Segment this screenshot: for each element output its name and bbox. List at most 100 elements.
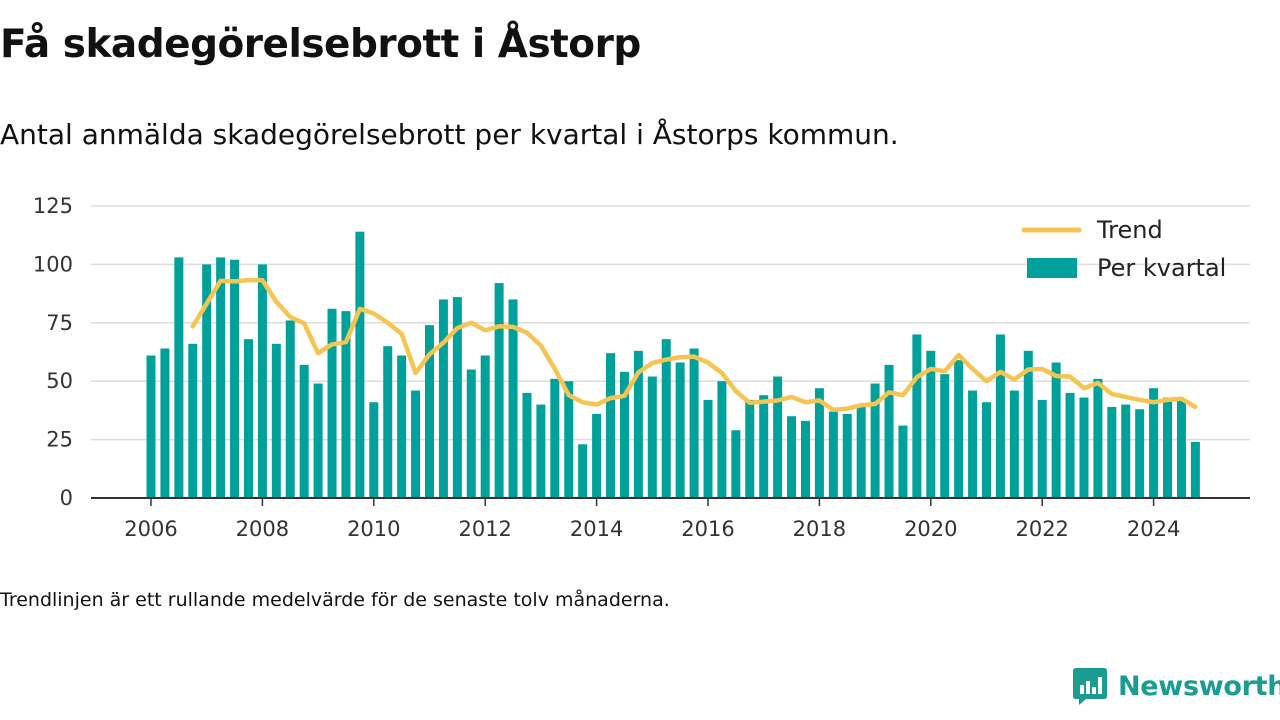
legend-swatch-per-kvartal [1027,258,1077,278]
bar [1051,362,1061,498]
bar [940,374,950,498]
newsworthy-logo-icon [1073,668,1107,705]
bar [536,404,546,498]
bar [787,416,797,498]
bar [745,399,755,498]
bar [1135,409,1145,498]
bar [1190,441,1200,498]
bar [480,355,490,498]
x-tick-label: 2010 [347,517,400,541]
bar [995,334,1005,498]
bar [1107,406,1117,498]
bar [230,259,240,498]
brand-logo: Newsworthy [1072,666,1280,706]
bar [954,360,964,498]
bar [675,362,685,498]
x-tick-label: 2014 [570,517,623,541]
bar [397,355,407,498]
x-axis: 2006 2008 2010 2012 2014 2016 2018 2020 2022 2024 [91,497,1250,541]
bar [1009,390,1019,498]
bar [870,383,880,498]
bar [968,390,978,498]
bar [508,299,518,498]
x-tick-label: 2008 [236,517,289,541]
bar [884,364,894,498]
bar [313,383,323,498]
bar [926,350,936,498]
y-tick-label: 75 [46,311,73,335]
bar [1037,399,1047,498]
bar [411,390,421,498]
x-tick-label: 2018 [793,517,846,541]
bar [800,420,810,498]
bar [1149,388,1159,498]
bar [188,343,198,498]
bar [1121,404,1131,498]
bar [383,346,393,498]
bar [216,257,226,498]
y-tick-label: 125 [33,194,73,218]
trend-line-group [190,277,1198,413]
bar [327,308,337,498]
bar [912,334,922,498]
bar [355,231,365,498]
bar [773,376,783,498]
y-tick-label: 50 [46,369,73,393]
x-tick-label: 2016 [681,517,734,541]
bar [703,399,713,498]
bar [1093,378,1103,498]
bar [731,430,741,498]
bar [257,264,267,498]
y-tick-label: 0 [60,486,73,510]
x-tick-label: 2024 [1127,517,1180,541]
legend-label-per-kvartal: Per kvartal [1097,254,1226,282]
chart-title: Få skadegörelsebrott i Åstorp [0,22,641,67]
bar [1079,397,1089,498]
bar [146,355,156,498]
bar [271,343,281,498]
bar [160,348,170,498]
y-axis: 0 25 50 75 100 125 [33,194,73,510]
bar [564,381,574,498]
bar [661,339,671,498]
bar [1065,392,1075,498]
legend: Trend Per kvartal [1021,216,1226,282]
bar [856,406,866,498]
bar [982,402,991,498]
bar [369,402,379,498]
bar [452,297,462,498]
bar [647,376,657,498]
x-tick-label: 2006 [124,517,177,541]
trend-line [190,277,1198,413]
bar [494,283,504,498]
footnote: Trendlinjen är ett rullande medelvärde f… [0,589,670,611]
bar [592,413,602,498]
bar [619,371,629,498]
x-tick-label: 2012 [458,517,511,541]
x-tick-label: 2020 [904,517,957,541]
bar [425,325,434,498]
bar [578,444,588,498]
bar [285,320,295,498]
bar [202,264,212,498]
bar [606,353,616,498]
bars-per-kvartal [146,231,1200,498]
bar [174,257,184,498]
bar [717,381,727,498]
bar [633,350,643,498]
brand-name: Newsworthy [1118,670,1280,702]
bar [522,392,532,498]
bar [1176,399,1186,498]
bar [466,369,476,498]
bar [689,348,699,498]
y-tick-label: 25 [46,428,73,452]
chart-subtitle: Antal anmälda skadegörelsebrott per kvar… [0,118,899,151]
bar [299,364,309,498]
bar [759,395,769,498]
bar [842,413,852,498]
y-tick-label: 100 [33,252,73,276]
bar [898,425,908,498]
bar [1163,397,1173,498]
x-tick-label: 2022 [1015,517,1068,541]
bar [1023,350,1033,498]
